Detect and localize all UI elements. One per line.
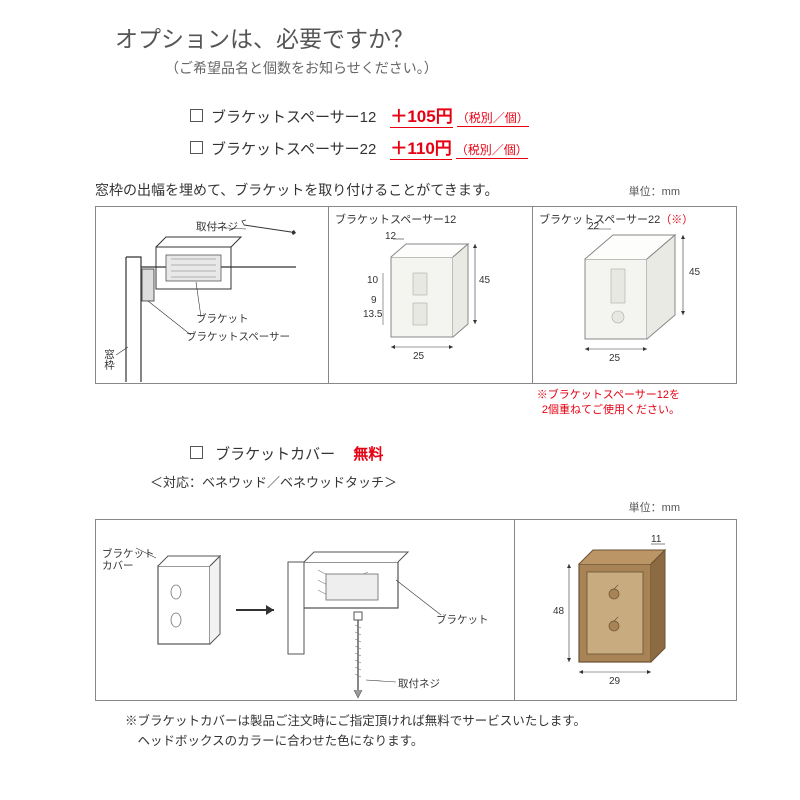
footnote-line-2: 2個重ねてご使用ください。 <box>542 404 680 416</box>
bottom-footnote: ※ブラケットカバーは製品ご注文時にご指定頂ければ無料でサービスいたします。 ヘッ… <box>60 711 740 751</box>
dim-10: 10 <box>367 275 378 286</box>
option-free: 無料 <box>353 446 383 463</box>
options-list-1: ブラケットスペーサー12 ＋105円 （税別／個） ブラケットスペーサー22 ＋… <box>60 102 740 160</box>
label-bracket: ブラケット <box>436 612 489 627</box>
diagram-row-1: 取付ネジ ブラケット ブラケットスペーサー 窓枠 ブラケットスペーサー12 <box>60 206 740 384</box>
checkbox-icon[interactable] <box>190 141 203 154</box>
dim-25: 25 <box>413 351 424 362</box>
option-name: ブラケットスペーサー22 <box>211 138 376 159</box>
page-subtitle: （ご希望品名と個数をお知らせください。） <box>60 58 740 78</box>
diagram-spacer22: ブラケットスペーサー22（※） 22 45 25 <box>533 206 737 384</box>
checkbox-icon[interactable] <box>190 109 203 122</box>
diagram-title: ブラケットスペーサー12 <box>335 211 456 227</box>
diagram-title: ブラケットスペーサー22（※） <box>539 211 693 227</box>
dim-29: 29 <box>609 676 620 687</box>
title-suffix: （※） <box>660 214 693 226</box>
label-spacer: ブラケットスペーサー <box>186 329 290 344</box>
dim-12: 12 <box>385 231 396 242</box>
diagram-spacer12: ブラケットスペーサー12 12 <box>329 206 533 384</box>
diagram-cover-install: ブラケットカバー ブラケット 取付ネジ <box>95 519 515 701</box>
diagram-row-2: ブラケットカバー ブラケット 取付ネジ <box>60 519 740 701</box>
dim-11: 11 <box>651 534 661 545</box>
dim-45: 45 <box>689 267 700 278</box>
option-row-spacer22: ブラケットスペーサー22 ＋110円 （税別／個） <box>190 134 740 160</box>
diagram-bracket-install: 取付ネジ ブラケット ブラケットスペーサー 窓枠 <box>95 206 329 384</box>
dim-9: 9 <box>371 295 377 306</box>
title-text: ブラケットスペーサー22 <box>539 214 660 226</box>
label-bracket: ブラケット <box>196 311 249 326</box>
footnote-line-1: ※ブラケットスペーサー12を <box>537 389 680 401</box>
label-screw: 取付ネジ <box>398 676 440 691</box>
option-row-cover: ブラケットカバー 無料 <box>60 443 740 464</box>
label-cover: ブラケットカバー <box>102 548 158 573</box>
description-1: 窓枠の出幅を埋めて、ブラケットを取り付けることがてきます。 <box>60 180 498 200</box>
bottom-line-2: ヘッドボックスのカラーに合わせた色になります。 <box>125 734 423 748</box>
page-title: オプションは、必要ですか？ <box>60 20 740 54</box>
option-name: ブラケットカバー <box>215 446 335 463</box>
dim-48: 48 <box>553 606 564 617</box>
option-name: ブラケットスペーサー12 <box>211 106 376 127</box>
dim-45: 45 <box>479 275 490 286</box>
diagram-cover-dims: 11 48 29 <box>515 519 737 701</box>
unit-label-1: 単位：mm <box>629 183 680 199</box>
compat-text: ＜対応：ベネウッド／ベネウッドタッチ＞ <box>60 472 740 491</box>
option-row-spacer12: ブラケットスペーサー12 ＋105円 （税別／個） <box>190 102 740 128</box>
option-price-note: （税別／個） <box>457 109 529 127</box>
label-frame: 窓枠 <box>102 349 117 370</box>
dim-135: 13.5 <box>363 309 382 320</box>
bottom-line-1: ※ブラケットカバーは製品ご注文時にご指定頂ければ無料でサービスいたします。 <box>125 714 586 728</box>
option-price: ＋105円 <box>390 102 452 128</box>
label-screw: 取付ネジ <box>196 219 238 234</box>
option-price-note: （税別／個） <box>456 141 528 159</box>
checkbox-icon[interactable] <box>190 446 203 459</box>
footnote-spacer: ※ブラケットスペーサー12を 2個重ねてご使用ください。 <box>60 388 740 419</box>
dim-22: 22 <box>588 221 599 232</box>
dim-25: 25 <box>609 353 620 364</box>
option-price: ＋110円 <box>390 134 451 160</box>
unit-label-2: 単位：mm <box>60 499 740 515</box>
